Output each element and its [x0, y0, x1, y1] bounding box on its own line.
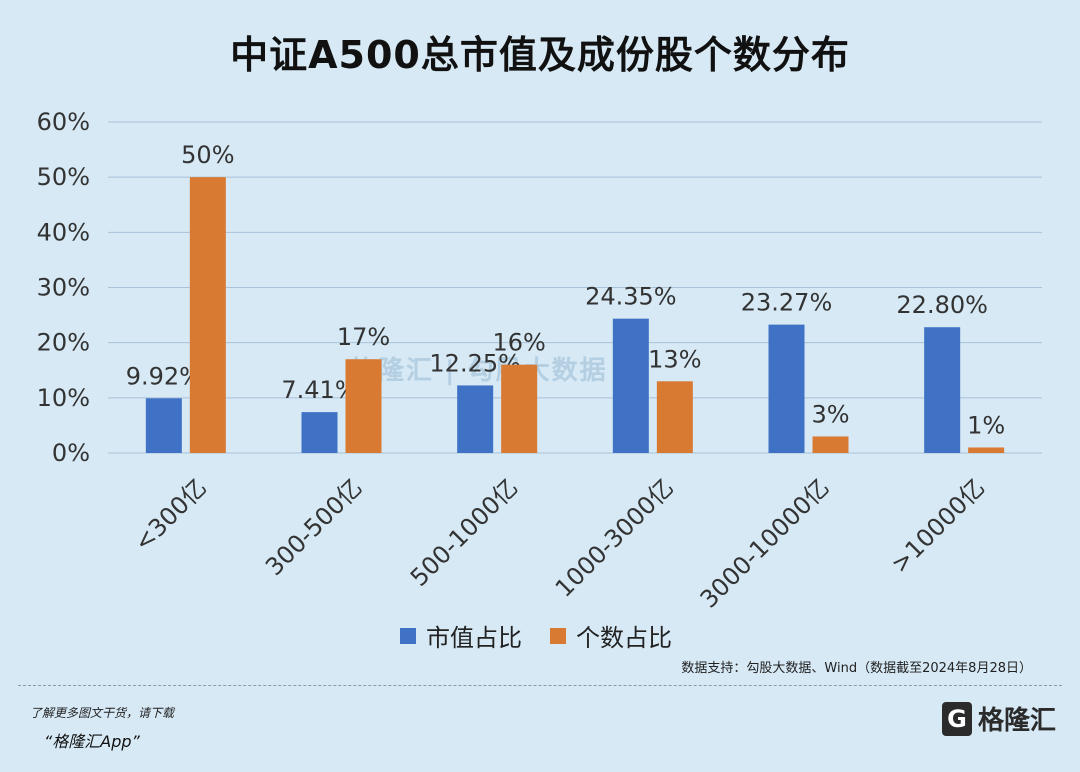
legend-item-market-cap: 市值占比 — [400, 618, 522, 653]
y-tick-label: 10% — [37, 384, 90, 412]
data-label: 7.41% — [281, 376, 357, 404]
legend-item-count: 个数占比 — [550, 618, 672, 653]
x-tick-label: 1000-3000亿 — [550, 473, 679, 602]
data-label: 50% — [181, 141, 234, 169]
brand-name: 格隆汇 — [977, 706, 1056, 736]
bar-count — [656, 381, 693, 453]
y-tick-label: 20% — [37, 329, 90, 357]
data-label: 23.27% — [741, 289, 833, 317]
bar-count — [968, 447, 1005, 453]
bar-count — [189, 177, 226, 453]
legend-swatch-count — [550, 627, 566, 644]
bar-market-cap — [612, 318, 649, 453]
data-label: 13% — [648, 345, 701, 373]
legend-label-count: 个数占比 — [576, 624, 672, 652]
y-tick-label: 50% — [37, 163, 90, 191]
legend-label-market-cap: 市值占比 — [426, 624, 522, 652]
data-label: 24.35% — [585, 283, 677, 311]
bar-chart: 0% 10% 20% 30% 40% 50% 60% 9.92% 50% <300亿 7.41% 17… — [37, 108, 1042, 614]
footer-divider — [18, 685, 1062, 686]
watermark: 格隆汇 | 勾股大数据 — [350, 356, 608, 386]
brand-logo: G 格隆汇 — [941, 700, 1056, 737]
bar-count — [501, 364, 538, 453]
data-label: 17% — [337, 323, 390, 351]
y-tick-label: 40% — [37, 218, 90, 246]
x-tick-label: 500-1000亿 — [405, 473, 523, 591]
data-label: 22.80% — [896, 291, 988, 319]
x-tick-label: 3000-10000亿 — [695, 473, 835, 613]
x-tick-label: <300亿 — [129, 473, 212, 556]
promo-text: 了解更多图文干货，请下载 — [30, 706, 175, 720]
promo-app-name: “格隆汇App” — [44, 732, 140, 751]
bar-market-cap — [768, 324, 805, 453]
source-note: 数据支持：勾股大数据、Wind（数据截至2024年8月28日） — [681, 661, 1032, 676]
chart-title: 中证A500总市值及成份股个数分布 — [230, 33, 850, 77]
bar-market-cap — [457, 385, 494, 453]
legend-swatch-market-cap — [400, 627, 416, 644]
bar-market-cap — [301, 412, 338, 453]
x-tick-label: 300-500亿 — [260, 473, 368, 581]
bar-market-cap — [145, 398, 182, 453]
x-tick-label: >10000亿 — [885, 473, 990, 578]
data-label: 1% — [967, 411, 1005, 439]
legend: 市值占比 个数占比 — [400, 618, 672, 653]
bar-count — [812, 436, 849, 453]
brand-mark-icon: G — [941, 701, 972, 736]
y-tick-label: 30% — [37, 274, 90, 302]
bar-market-cap — [924, 327, 961, 453]
data-label: 3% — [811, 400, 849, 428]
y-tick-label: 60% — [37, 108, 90, 136]
data-label: 9.92% — [126, 362, 202, 390]
bar-count — [345, 359, 382, 453]
y-tick-label: 0% — [52, 439, 90, 467]
data-label: 16% — [492, 329, 545, 357]
